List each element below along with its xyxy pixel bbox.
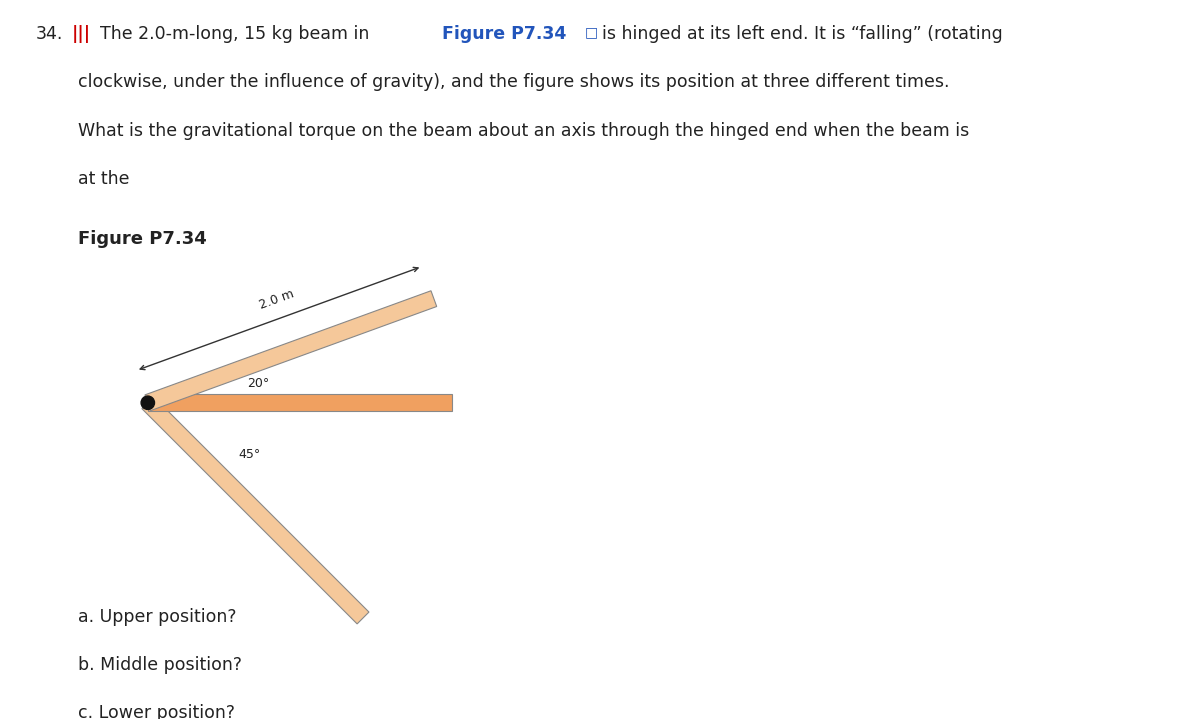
- Text: c. Lower position?: c. Lower position?: [78, 704, 235, 719]
- Text: Figure P7.34: Figure P7.34: [442, 25, 566, 43]
- Text: What is the gravitational torque on the beam about an axis through the hinged en: What is the gravitational torque on the …: [78, 122, 970, 139]
- Text: □: □: [584, 25, 598, 39]
- Text: is hinged at its left end. It is “falling” (rotating: is hinged at its left end. It is “fallin…: [602, 25, 1003, 43]
- Text: The 2.0-m-long, 15 kg beam in: The 2.0-m-long, 15 kg beam in: [100, 25, 374, 43]
- Text: a. Upper position?: a. Upper position?: [78, 608, 236, 626]
- Text: 2.0 m: 2.0 m: [257, 287, 295, 311]
- Text: 34.: 34.: [36, 25, 64, 43]
- Text: 45°: 45°: [239, 449, 260, 462]
- Text: clockwise, under the influence of gravity), and the figure shows its position at: clockwise, under the influence of gravit…: [78, 73, 949, 91]
- Text: Figure P7.34: Figure P7.34: [78, 230, 206, 248]
- Polygon shape: [148, 395, 452, 411]
- Text: |||: |||: [72, 25, 91, 43]
- Polygon shape: [145, 290, 437, 411]
- Circle shape: [142, 396, 155, 409]
- Polygon shape: [142, 397, 368, 624]
- Text: b. Middle position?: b. Middle position?: [78, 656, 242, 674]
- Text: 20°: 20°: [247, 377, 269, 390]
- Text: at the: at the: [78, 170, 130, 188]
